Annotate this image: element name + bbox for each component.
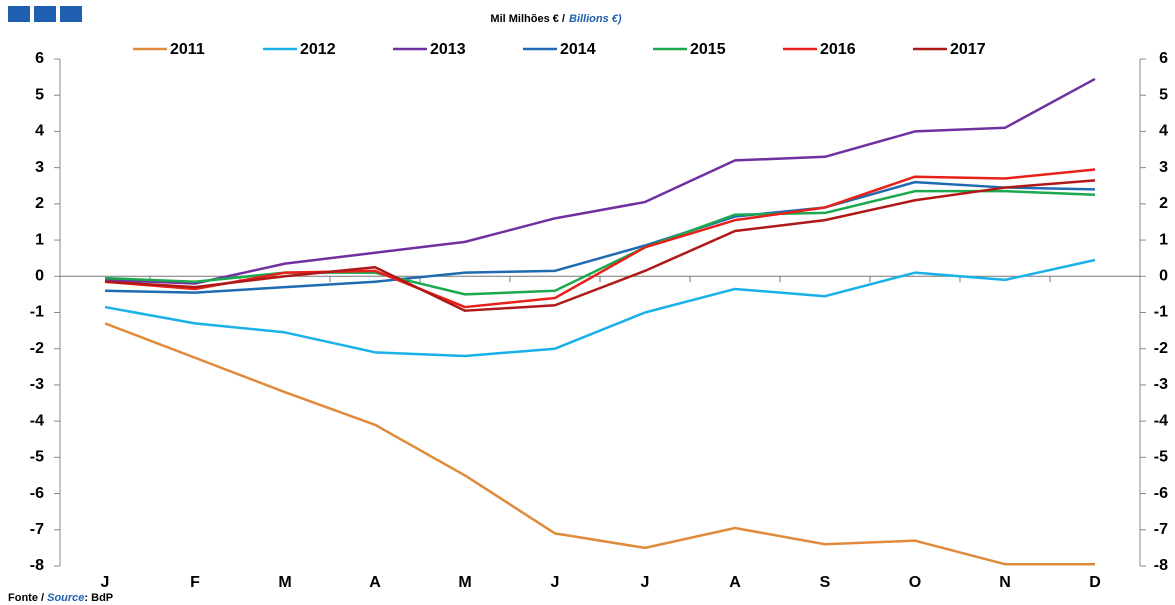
x-tick-label: D: [1089, 574, 1101, 591]
x-tick-label: F: [190, 574, 200, 591]
series-line: [104, 258, 1096, 358]
y-tick-label: -3: [30, 376, 44, 393]
y-tick-label: -4: [30, 412, 44, 429]
y-tick-label: -8: [30, 557, 44, 574]
y-tick-label: 3: [35, 159, 44, 176]
series-line: [104, 168, 1096, 309]
y-tick-label: 1: [35, 231, 44, 248]
y2-tick-label: -5: [1154, 449, 1168, 466]
x-tick-label: J: [101, 574, 110, 591]
legend-label: 2011: [170, 41, 205, 58]
legend-label: 2012: [300, 41, 336, 58]
y2-tick-label: 0: [1159, 268, 1168, 285]
y2-tick-label: -2: [1154, 340, 1168, 357]
series-line: [104, 180, 1096, 294]
y2-tick-label: -4: [1154, 412, 1168, 429]
y-tick-label: 5: [35, 86, 44, 103]
y-tick-label: 6: [35, 50, 44, 67]
y-tick-label: 4: [35, 123, 44, 140]
legend-label: 2014: [560, 41, 596, 58]
legend-label: 2013: [430, 41, 466, 58]
legend-label: 2015: [690, 41, 726, 58]
source-pt: Fonte /: [8, 592, 44, 604]
y2-tick-label: 3: [1159, 159, 1168, 176]
y2-tick-label: -6: [1154, 485, 1168, 502]
y-tick-label: -6: [30, 485, 44, 502]
y2-tick-label: -1: [1154, 304, 1168, 321]
y-tick-label: -2: [30, 340, 44, 357]
y2-tick-label: -3: [1154, 376, 1168, 393]
source-label: Fonte / Source: BdP: [8, 592, 113, 604]
x-tick-label: N: [999, 574, 1011, 591]
legend-label: 2017: [950, 41, 986, 58]
chart-title: Mil Milhões € /: [490, 13, 565, 25]
source-en: Source: [47, 592, 84, 604]
x-tick-label: O: [909, 574, 921, 591]
y-tick-label: 0: [35, 268, 44, 285]
y2-tick-label: 6: [1159, 50, 1168, 67]
x-tick-label: M: [278, 574, 291, 591]
chart-title-en: Billions €): [569, 13, 622, 25]
series-line: [104, 322, 1095, 566]
legend-label: 2016: [820, 41, 856, 58]
y2-tick-label: 2: [1159, 195, 1168, 212]
y2-tick-label: -7: [1154, 521, 1168, 538]
y2-tick-label: 5: [1159, 86, 1168, 103]
logo: [8, 6, 82, 22]
x-tick-label: J: [641, 574, 650, 591]
x-tick-label: J: [551, 574, 560, 591]
y-tick-label: 2: [35, 195, 44, 212]
y-tick-label: -5: [30, 449, 44, 466]
y-tick-label: -7: [30, 521, 44, 538]
x-tick-label: M: [458, 574, 471, 591]
x-tick-label: S: [820, 574, 831, 591]
series-line: [104, 179, 1096, 312]
y2-tick-label: 1: [1159, 231, 1168, 248]
y2-tick-label: -8: [1154, 557, 1168, 574]
series-line: [104, 77, 1096, 285]
y-tick-label: -1: [30, 304, 44, 321]
source-text: : BdP: [84, 592, 113, 604]
x-tick-label: A: [369, 574, 381, 591]
y2-tick-label: 4: [1159, 123, 1168, 140]
x-tick-label: A: [729, 574, 741, 591]
